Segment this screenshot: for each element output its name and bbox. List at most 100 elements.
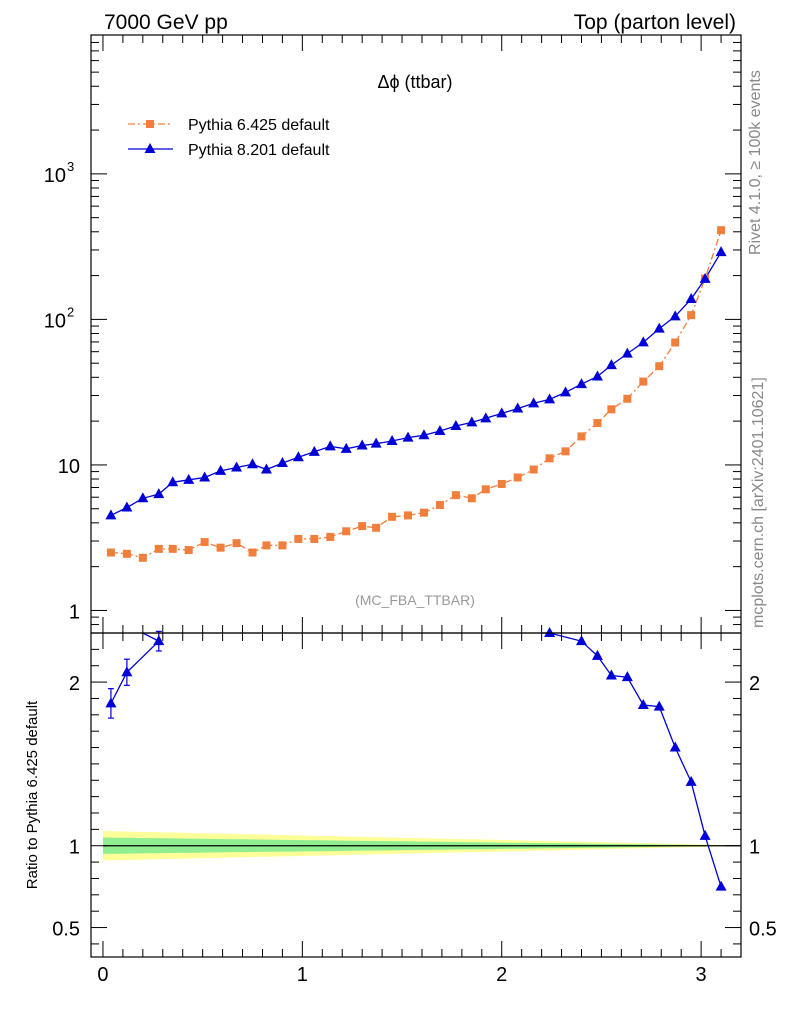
pythia6-point xyxy=(404,511,413,520)
pythia6-point xyxy=(607,405,616,414)
pythia6-point xyxy=(372,523,381,532)
pythia6-point xyxy=(529,465,538,474)
ratio-point xyxy=(544,627,556,637)
legend-label-pythia8: Pythia 8.201 default xyxy=(188,142,330,159)
ratio-y-tick-label-right: 0.5 xyxy=(749,919,777,941)
pythia8-point xyxy=(418,429,430,440)
x-tick-label: 0 xyxy=(97,964,108,986)
pythia8-point xyxy=(370,437,382,448)
pythia6-point xyxy=(138,553,147,562)
pythia6-point xyxy=(232,539,241,548)
pythia6-point xyxy=(310,534,319,543)
main-y-tick-exponent: 2 xyxy=(67,304,74,319)
x-tick-label: 1 xyxy=(297,964,308,986)
pythia6-point xyxy=(561,447,570,456)
pythia6-point xyxy=(687,311,696,320)
header-right: Top (parton level) xyxy=(574,11,736,34)
pythia8-point xyxy=(324,440,336,451)
ratio-point xyxy=(699,829,711,840)
pythia6-point xyxy=(435,501,444,510)
ratio-y-label: Ratio to Pythia 6.425 default xyxy=(24,700,41,889)
x-tick-label: 3 xyxy=(696,964,707,986)
pythia8-point xyxy=(276,457,288,468)
pythia8-point xyxy=(121,501,133,512)
pythia8-point xyxy=(340,442,352,453)
pythia8-point xyxy=(356,439,368,450)
ratio-point xyxy=(105,697,117,708)
pythia6-point xyxy=(248,548,257,557)
pythia8-point xyxy=(153,488,165,499)
pythia6-point xyxy=(184,546,193,555)
main-y-tick-label: 10 xyxy=(44,165,66,187)
main-y-tick-label: 10 xyxy=(58,456,80,478)
pythia6-point xyxy=(545,454,554,463)
pythia8-point xyxy=(137,492,149,503)
ratio-point xyxy=(685,775,697,786)
pythia8-point xyxy=(292,451,304,462)
ratio-point xyxy=(153,635,165,646)
pythia6-point xyxy=(671,338,680,347)
analysis-label: (MC_FBA_TTBAR) xyxy=(355,592,475,608)
pythia6-point xyxy=(154,544,163,553)
pythia6-point xyxy=(655,362,664,371)
pythia6-point xyxy=(294,534,303,543)
ratio-point xyxy=(121,666,133,677)
pythia8-point xyxy=(480,412,492,423)
legend-marker-pythia6 xyxy=(146,120,154,128)
pythia8-point xyxy=(699,272,711,283)
legend-label-pythia6: Pythia 6.425 default xyxy=(188,117,330,134)
legend: Pythia 6.425 default Pythia 8.201 defaul… xyxy=(128,117,330,159)
main-y-tick-exponent: 3 xyxy=(67,159,74,174)
pythia6-point xyxy=(451,491,460,500)
ratio-line-right xyxy=(541,632,722,887)
pythia6-point xyxy=(419,508,428,517)
ratio-series xyxy=(105,627,727,891)
pythia8-point xyxy=(591,370,603,381)
chart-title: Δϕ (ttbar) xyxy=(377,72,452,92)
pythia6-point xyxy=(717,226,726,235)
pythia6-point xyxy=(326,532,335,541)
ratio-y-tick-label: 0.5 xyxy=(52,919,80,941)
pythia6-point xyxy=(122,549,131,558)
header-left: 7000 GeV pp xyxy=(104,11,228,34)
ratio-y-tick-label: 1 xyxy=(69,837,80,859)
main-x-ticks xyxy=(102,35,742,633)
series-lines xyxy=(110,229,722,559)
mcplots-label: mcplots.cern.ch [arXiv:2401.10621] xyxy=(750,377,767,628)
pythia8-point xyxy=(605,359,617,370)
pythia6-point xyxy=(623,394,632,403)
pythia8-point xyxy=(231,461,243,472)
pythia6-point xyxy=(513,473,522,482)
pythia8-point xyxy=(544,393,556,404)
pythia8-point xyxy=(402,431,414,442)
main-y-tick-label: 10 xyxy=(44,310,66,332)
pythia8-point xyxy=(215,464,227,475)
pythia8-point xyxy=(560,386,572,397)
pythia8-point xyxy=(575,378,587,389)
ratio-y-tick-label-right: 2 xyxy=(749,673,760,695)
pythia8-point xyxy=(466,416,478,427)
legend-marker-pythia8 xyxy=(144,143,156,153)
pythia8-point xyxy=(260,463,272,474)
pythia8-point xyxy=(199,471,211,482)
ratio-point xyxy=(637,699,649,709)
ratio-point xyxy=(591,649,603,660)
pythia6-point xyxy=(388,512,397,521)
pythia8-point xyxy=(512,402,524,413)
pythia8-point xyxy=(167,476,179,487)
pythia6-point xyxy=(467,494,476,503)
pythia6-point xyxy=(262,541,271,550)
ratio-x-ticks: 0 1 2 3 xyxy=(97,633,742,986)
main-y-tick-label: 1 xyxy=(69,601,80,623)
pythia8-point xyxy=(653,322,665,333)
ratio-point xyxy=(621,671,633,682)
pythia6-point xyxy=(106,548,115,557)
pythia6-point xyxy=(342,527,351,536)
pythia8-point xyxy=(685,293,697,304)
ratio-point xyxy=(605,669,617,680)
pythia6-point xyxy=(639,377,648,386)
pythia8-point xyxy=(434,425,446,436)
